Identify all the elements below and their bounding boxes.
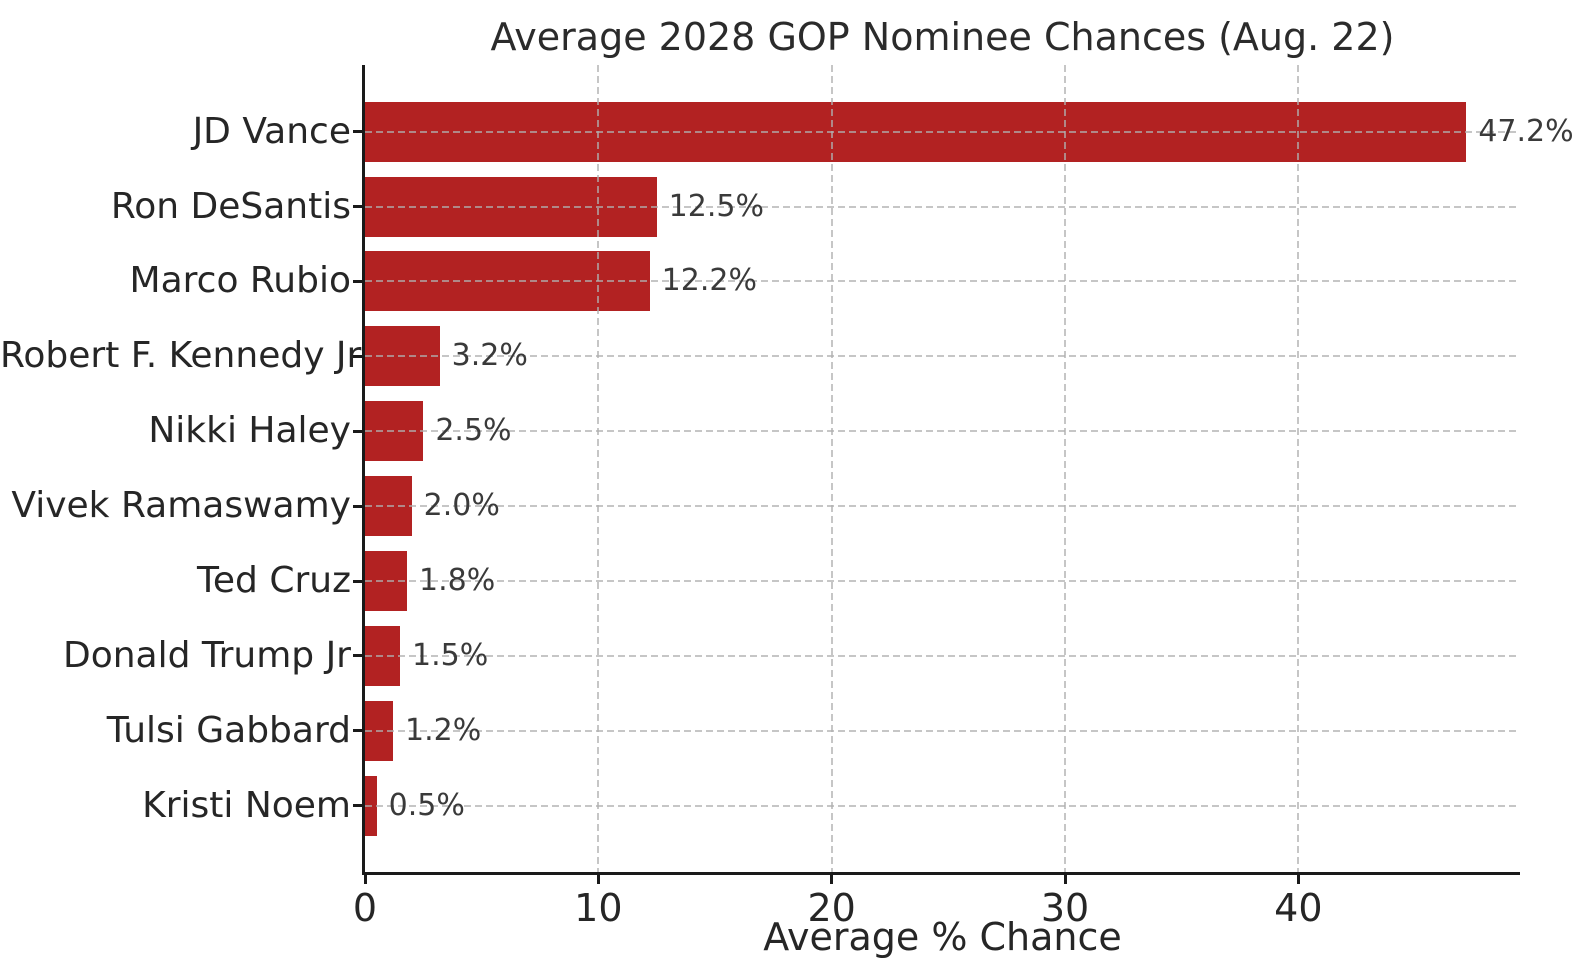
x-tick: [1063, 872, 1067, 884]
bar-value-label: 12.5%: [668, 188, 764, 224]
h-gridline: [365, 355, 1520, 358]
h-gridline: [365, 505, 1520, 508]
h-gridline: [365, 804, 1520, 807]
y-tick: [353, 804, 365, 808]
y-tick: [353, 354, 365, 358]
h-gridline: [365, 205, 1520, 208]
y-tick-label: Ron DeSantis: [110, 185, 351, 227]
v-gridline: [1064, 65, 1066, 872]
v-gridline: [830, 65, 833, 872]
h-gridline: [365, 130, 1520, 133]
y-tick-label: Ted Cruz: [197, 560, 351, 602]
bar-value-label: 0.5%: [388, 787, 465, 823]
h-gridline: [365, 580, 1520, 583]
bar-value-label: 2.0%: [423, 488, 500, 524]
y-tick: [353, 729, 365, 733]
x-axis-spine: [362, 872, 1520, 875]
x-tick-label: 10: [574, 886, 623, 930]
bar-value-label: 1.8%: [419, 563, 496, 599]
y-tick: [353, 579, 365, 583]
bar-value-label: 3.2%: [451, 338, 528, 374]
y-tick-label: JD Vance: [192, 110, 351, 152]
v-gridline: [597, 65, 600, 872]
y-axis-spine: [362, 65, 365, 875]
bar-value-label: 1.5%: [412, 637, 489, 673]
x-tick-label: 20: [807, 886, 856, 930]
v-gridline: [1297, 65, 1300, 872]
y-tick-label: Marco Rubio: [129, 260, 351, 302]
bar-value-label: 12.2%: [661, 263, 757, 299]
y-tick: [353, 654, 365, 658]
h-gridline: [365, 654, 1520, 657]
x-tick-label: 0: [352, 886, 378, 930]
x-tick: [830, 872, 834, 884]
x-tick: [1296, 872, 1300, 884]
y-tick: [353, 130, 365, 134]
x-tick-label: 40: [1274, 886, 1323, 930]
y-tick-label: Donald Trump Jr: [62, 634, 351, 676]
y-tick-label: Robert F. Kennedy Jr: [0, 335, 362, 377]
x-tick: [596, 872, 600, 884]
h-gridline: [365, 280, 1520, 283]
h-gridline: [365, 729, 1520, 732]
y-tick: [353, 504, 365, 508]
y-tick: [353, 429, 365, 433]
y-tick: [353, 279, 365, 283]
h-gridline: [365, 430, 1520, 433]
bar-value-label: 2.5%: [435, 413, 512, 449]
y-tick-label: Kristi Noem: [142, 784, 351, 826]
y-tick-label: Vivek Ramaswamy: [11, 485, 351, 527]
y-tick-label: Tulsi Gabbard: [106, 709, 351, 751]
y-tick: [353, 205, 365, 208]
chart-title: Average 2028 GOP Nominee Chances (Aug. 2…: [490, 15, 1395, 59]
x-tick: [363, 872, 367, 884]
bar-value-label: 47.2%: [1478, 113, 1574, 149]
bar-value-label: 1.2%: [405, 712, 482, 748]
x-tick-label: 30: [1040, 886, 1090, 930]
y-tick-label: Nikki Haley: [148, 410, 351, 452]
x-axis-label: Average % Chance: [763, 915, 1122, 959]
